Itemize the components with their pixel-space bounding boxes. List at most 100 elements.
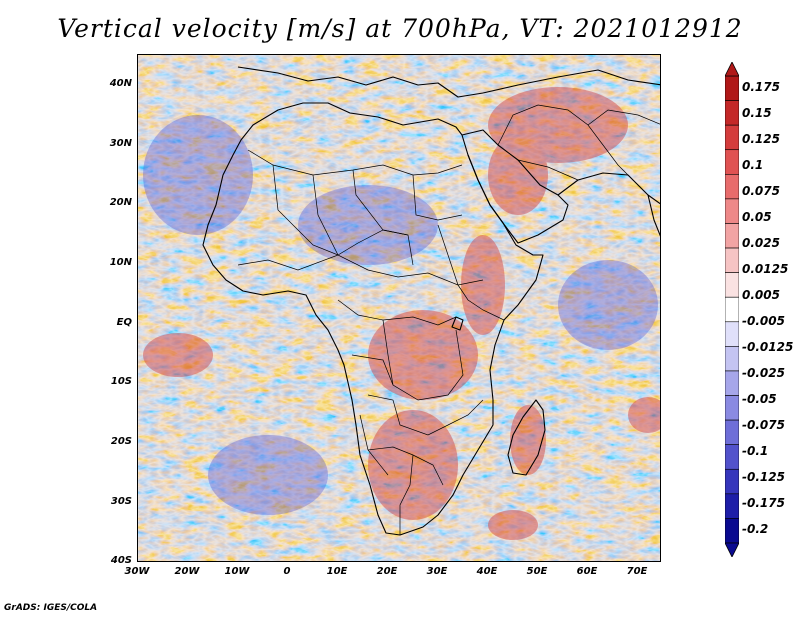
border-south-2 — [399, 454, 414, 535]
arabia-coastline — [461, 129, 569, 244]
region-indian-ocean — [558, 260, 658, 350]
lon-label-30e: 30E — [426, 566, 448, 577]
colorbar-label-1: 0.15 — [742, 106, 772, 120]
lat-label-30s: 30S — [110, 496, 132, 507]
lat-label-10s: 10S — [110, 376, 132, 387]
border-south-3 — [359, 414, 389, 476]
border-sahel — [237, 254, 484, 286]
colorbar-label-11: -0.025 — [742, 366, 785, 380]
border-east-1 — [457, 284, 505, 321]
border-east-2 — [437, 224, 459, 286]
lat-label-eq: EQ — [116, 317, 132, 328]
colorbar-label-17: -0.2 — [742, 522, 769, 536]
region-sahara — [298, 185, 438, 265]
grads-credit: GrADS: IGES/COLA — [4, 603, 98, 613]
region-north-atlantic — [143, 115, 253, 235]
colorbar-label-13: -0.075 — [742, 418, 785, 432]
colorbar-swatch — [725, 247, 739, 273]
lat-label-40n: 40N — [109, 78, 132, 89]
colorbar-swatch — [725, 223, 739, 249]
colorbar-top-arrow — [725, 62, 739, 77]
colorbar-swatch — [725, 272, 739, 298]
border-iran — [587, 109, 660, 126]
colorbar-label-15: -0.125 — [742, 470, 785, 484]
region-southern-africa — [368, 410, 458, 520]
lat-label-40s: 40S — [110, 555, 132, 566]
region-madagascar — [510, 405, 546, 475]
africa-coastline — [202, 102, 544, 536]
colorbar-label-10: -0.0125 — [742, 340, 794, 354]
border-center-2 — [382, 319, 464, 401]
region-middle-east — [488, 87, 628, 163]
country-borders — [237, 104, 660, 535]
border-north-3 — [352, 169, 414, 266]
border-center-3 — [351, 354, 394, 386]
border-arabia — [517, 159, 579, 181]
india-coastline — [647, 194, 660, 237]
region-central-africa — [368, 310, 478, 400]
lake-victoria — [451, 316, 464, 331]
lon-label-70e: 70E — [626, 566, 648, 577]
colorbar-label-4: 0.075 — [742, 184, 780, 198]
colorbar-swatch — [725, 444, 739, 470]
border-center-1 — [337, 299, 457, 326]
region-arabia — [488, 135, 548, 215]
region-south-tip — [488, 510, 538, 540]
lon-label-20e: 20E — [376, 566, 398, 577]
lon-label-0: 0 — [283, 566, 291, 577]
border-center-4 — [367, 394, 484, 436]
europe-coastline — [237, 66, 484, 98]
coastlines — [202, 66, 660, 536]
colorbar-label-3: 0.1 — [742, 158, 764, 172]
colorbar-label-5: 0.05 — [742, 210, 772, 224]
colorbar-swatch — [725, 321, 739, 347]
border-north-1 — [247, 149, 463, 176]
lon-label-20w: 20W — [174, 566, 200, 577]
border-north-5 — [312, 174, 339, 256]
positive-regions — [143, 87, 660, 540]
colorbar — [725, 62, 739, 557]
map-panel — [137, 54, 661, 562]
lon-label-50e: 50E — [526, 566, 548, 577]
region-east-africa — [461, 235, 505, 335]
colorbar-swatch — [725, 174, 739, 200]
map-title: Vertical velocity [m/s] at 700hPa, VT: 2… — [57, 14, 743, 43]
colorbar-label-14: -0.1 — [742, 444, 769, 458]
colorbar-swatch — [725, 468, 739, 495]
colorbar-swatch — [725, 296, 739, 323]
field-streaks — [138, 55, 660, 561]
persian-gulf — [557, 172, 660, 205]
colorbar-swatch — [725, 149, 739, 175]
colorbar-label-16: -0.175 — [742, 496, 785, 510]
colorbar-swatch — [725, 419, 739, 445]
lon-label-10w: 10W — [224, 566, 250, 577]
border-north-4 — [412, 174, 463, 221]
colorbar-swatch — [725, 100, 739, 126]
region-sw-indian-ocean — [628, 397, 660, 433]
colorbar-swatch — [725, 124, 739, 151]
colorbar-swatch — [725, 395, 739, 421]
border-north-2 — [272, 164, 409, 256]
colorbar-label-12: -0.05 — [742, 392, 777, 406]
colorbar-bottom-arrow — [725, 542, 739, 557]
lon-label-30w: 30W — [124, 566, 150, 577]
colorbar-label-6: 0.025 — [742, 236, 780, 250]
colorbar-label-0: 0.175 — [742, 80, 780, 94]
lat-label-30n: 30N — [109, 138, 132, 149]
negative-regions — [143, 115, 658, 515]
colorbar-swatch — [725, 198, 739, 224]
colorbar-label-8: 0.005 — [742, 288, 780, 302]
velocity-field-map — [138, 55, 660, 561]
region-east-atlantic — [143, 333, 213, 377]
lon-label-40e: 40E — [476, 566, 498, 577]
lat-label-20s: 20S — [110, 436, 132, 447]
colorbar-swatch — [725, 75, 739, 101]
colorbar-swatch — [725, 518, 739, 544]
region-south-atlantic — [208, 435, 328, 515]
lon-label-60e: 60E — [576, 566, 598, 577]
colorbar-swatch — [725, 346, 739, 372]
border-middle-east — [497, 104, 629, 176]
colorbar-label-7: 0.0125 — [742, 262, 789, 276]
colorbar-label-9: -0.005 — [742, 314, 785, 328]
lat-label-20n: 20N — [109, 197, 132, 208]
